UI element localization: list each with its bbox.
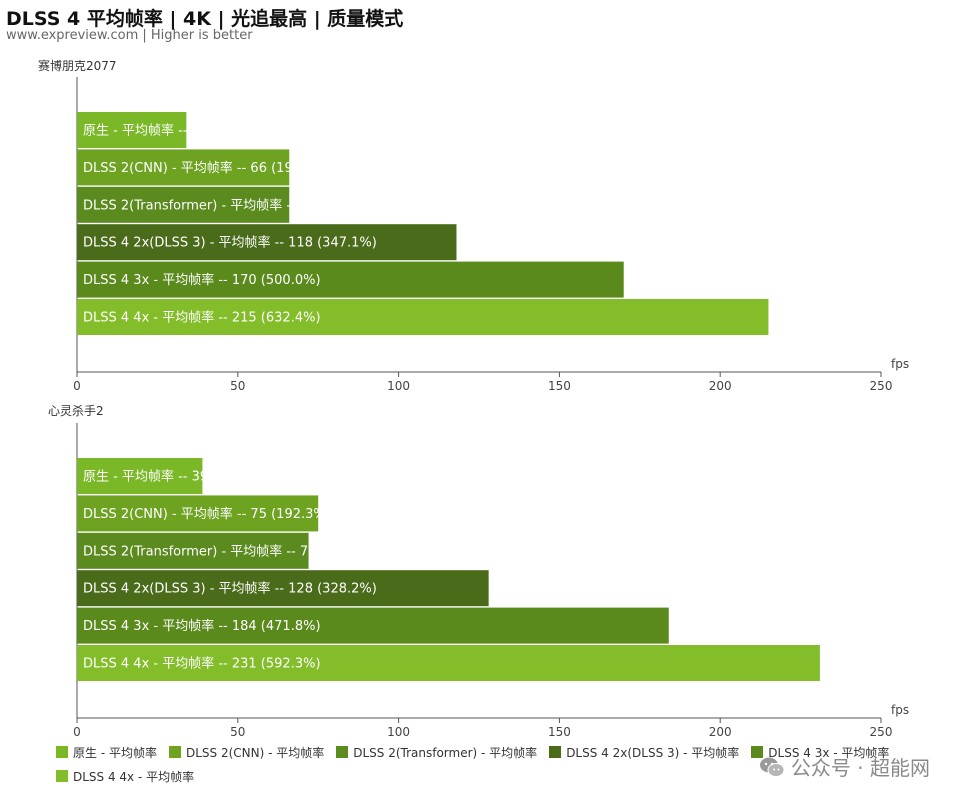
bar (77, 224, 457, 261)
legend-label: DLSS 4 4x - 平均帧率 (73, 769, 195, 784)
page-subtitle: www.expreview.com | Higher is better (6, 28, 253, 43)
watermark: 公众号 · 超能网 (759, 752, 930, 781)
bar (77, 261, 624, 298)
x-axis-label: fps (891, 357, 909, 371)
legend-swatch (56, 770, 68, 782)
legend-label: DLSS 2(Transformer) - 平均帧率 (353, 745, 538, 760)
x-tick-label: 0 (73, 379, 81, 393)
bar (77, 570, 489, 607)
legend-swatch (168, 746, 181, 758)
x-axis-label: fps (891, 703, 909, 717)
legend-label: DLSS 2(CNN) - 平均帧率 (185, 745, 325, 760)
bar-data-label: DLSS 4 3x - 平均帧率 -- 170 (500.0%) (83, 272, 321, 288)
chart-legend: 原生 - 平均帧率 DLSS 2(CNN) - 平均帧率 DLSS 2(Transf… (56, 744, 916, 784)
x-tick-label: 200 (709, 725, 732, 739)
bar-data-label: 原生 - 平均帧率 -- 39 (100.0%) (83, 469, 272, 485)
legend-swatch (751, 746, 764, 758)
x-tick-label: 150 (548, 379, 571, 393)
bar-data-label: DLSS 2(CNN) - 平均帧率 -- 75 (192.3%) (83, 506, 331, 522)
bar (77, 112, 187, 148)
legend-item: DLSS 4 2x(DLSS 3) - 平均帧率 (549, 744, 739, 760)
bar (77, 607, 669, 644)
bar-data-label: DLSS 4 3x - 平均帧率 -- 184 (471.8%) (83, 618, 321, 634)
x-tick-label: 50 (230, 379, 245, 393)
legend-item: DLSS 2(Transformer) - 平均帧率 (336, 744, 537, 760)
wechat-icon (759, 756, 785, 778)
bar-data-label: DLSS 2(Transformer) - 平均帧率 -- 72 (184.6%… (83, 543, 380, 559)
bar-data-label: DLSS 4 4x - 平均帧率 -- 215 (632.4%) (83, 310, 321, 326)
bar (77, 458, 203, 494)
legend-swatch (56, 746, 68, 758)
legend-swatch (549, 746, 562, 758)
x-tick-label: 200 (709, 379, 732, 393)
bar-data-label: DLSS 2(CNN) - 平均帧率 -- 66 (194.1%) (83, 160, 331, 176)
bar-charts: 0 50 100 150 200 250 fps 原生 - 平均帧率 -- 34 (100.0… (73, 77, 909, 739)
bar (77, 645, 820, 681)
bar (77, 299, 769, 335)
x-tick-label: 100 (387, 725, 410, 739)
legend-item: DLSS 2(CNN) - 平均帧率 (168, 744, 325, 760)
legend-swatch (336, 746, 349, 758)
x-tick-label: 50 (230, 725, 245, 739)
legend-label: 原生 - 平均帧率 (73, 745, 157, 760)
watermark-text: 公众号 · 超能网 (790, 756, 930, 780)
x-tick-label: 100 (387, 379, 410, 393)
bar (77, 149, 290, 186)
bar (77, 495, 319, 532)
x-tick-label: 0 (73, 725, 81, 739)
bar (77, 532, 309, 569)
legend-label: DLSS 4 2x(DLSS 3) - 平均帧率 (566, 745, 740, 760)
bar-data-label: DLSS 4 4x - 平均帧率 -- 231 (592.3%) (83, 656, 321, 672)
chart-title-alan-wake: 心灵杀手2 (48, 404, 104, 418)
bar-data-label: DLSS 4 2x(DLSS 3) - 平均帧率 -- 118 (347.1%) (83, 235, 377, 251)
x-tick-label: 250 (870, 379, 893, 393)
x-tick-label: 150 (548, 725, 571, 739)
legend-item: DLSS 4 4x - 平均帧率 (56, 768, 194, 784)
bar-data-label: 原生 - 平均帧率 -- 34 (100.0%) (83, 123, 272, 139)
legend-item: DLSS 4 3x - 平均帧率 (751, 744, 889, 760)
x-tick-label: 250 (870, 725, 893, 739)
bar-data-label: DLSS 2(Transformer) - 平均帧率 -- 66 (194.1%… (83, 197, 380, 213)
chart-title-cyberpunk: 赛博朋克2077 (38, 59, 117, 73)
legend-item: 原生 - 平均帧率 (56, 744, 157, 760)
bar-data-label: DLSS 4 2x(DLSS 3) - 平均帧率 -- 128 (328.2%) (83, 581, 377, 597)
bar (77, 186, 290, 223)
legend-label: DLSS 4 3x - 平均帧率 (768, 745, 890, 760)
page-title: DLSS 4 平均帧率 | 4K | 光追最高 | 质量模式 (6, 8, 404, 30)
